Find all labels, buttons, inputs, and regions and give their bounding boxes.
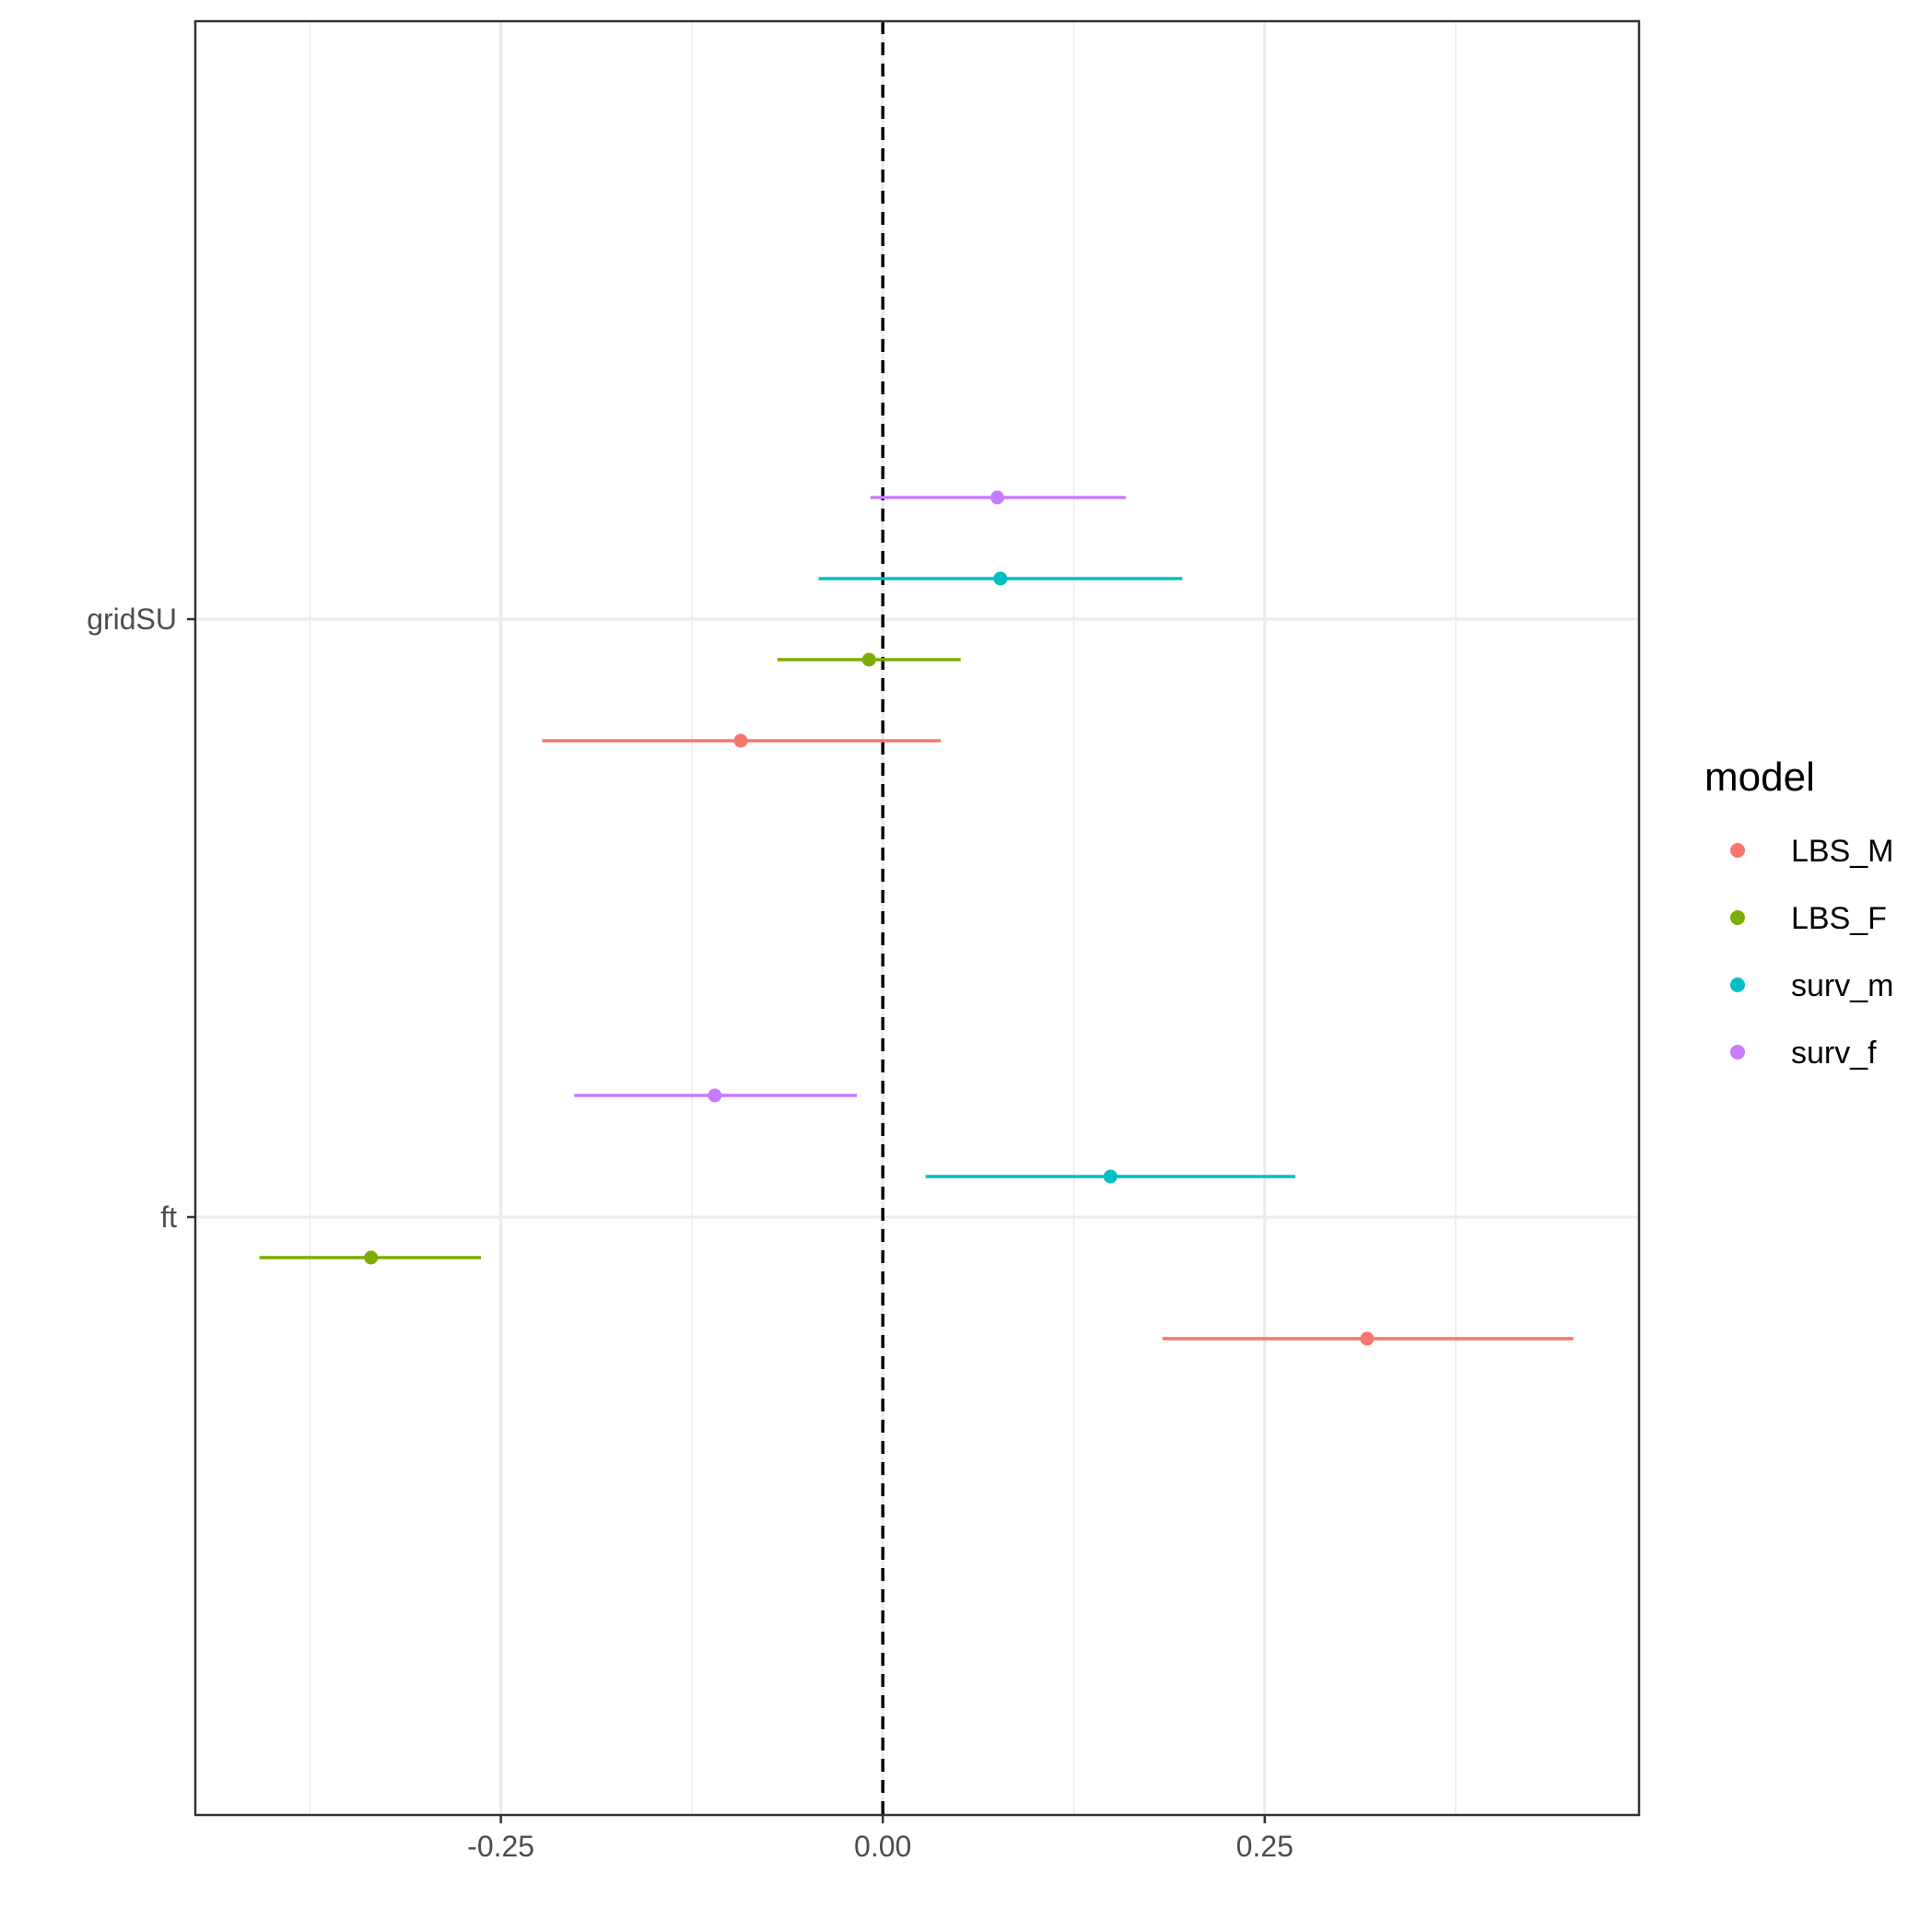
legend-key-LBS_M — [1730, 843, 1745, 858]
legend-key-LBS_F — [1730, 910, 1745, 925]
y-tick-label: gridSU — [87, 603, 177, 636]
legend-key-surv_m — [1730, 978, 1745, 992]
point-surv_m-ft — [1103, 1169, 1118, 1184]
y-tick-label: ft — [160, 1200, 177, 1234]
point-surv_f-gridSU — [990, 490, 1005, 505]
legend-label-surv_f: surv_f — [1791, 1036, 1877, 1071]
legend-title: model — [1704, 755, 1815, 800]
x-tick-label: 0.00 — [854, 1830, 911, 1863]
marks-layer — [259, 21, 1574, 1815]
legend-key-surv_f — [1730, 1045, 1745, 1060]
point-LBS_M-ft — [1360, 1331, 1375, 1346]
x-tick-label: -0.25 — [467, 1830, 534, 1863]
point-surv_m-gridSU — [993, 571, 1008, 586]
point-surv_f-ft — [708, 1088, 722, 1103]
legend: model LBS_M LBS_F surv_m surv_f — [1704, 755, 1894, 1071]
point-LBS_F-gridSU — [861, 652, 876, 667]
panel-border — [193, 19, 1641, 1817]
point-LBS_F-ft — [364, 1250, 379, 1265]
legend-label-LBS_M: LBS_M — [1791, 834, 1894, 869]
point-LBS_M-gridSU — [733, 733, 748, 748]
legend-label-surv_m: surv_m — [1791, 968, 1893, 1003]
legend-label-LBS_F: LBS_F — [1791, 901, 1887, 936]
x-tick-label: 0.25 — [1236, 1830, 1294, 1863]
axes-layer: -0.25 0.00 0.25 ft gridSU — [87, 19, 1641, 1863]
